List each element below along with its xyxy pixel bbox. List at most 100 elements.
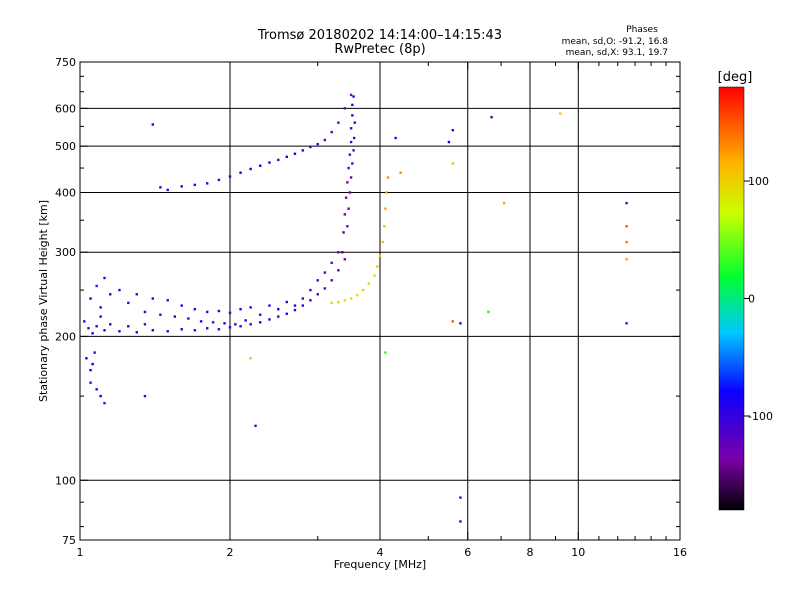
echo-point bbox=[384, 207, 387, 210]
colorbar-ticks: 100 0 -100 bbox=[744, 175, 773, 423]
echo-point bbox=[193, 307, 197, 311]
echo-point bbox=[343, 213, 347, 216]
x-tick-label: 2 bbox=[227, 546, 234, 559]
echo-point bbox=[459, 520, 462, 523]
echo-point bbox=[346, 181, 349, 184]
y-tick-label: 500 bbox=[55, 140, 76, 153]
x-tick-label: 8 bbox=[527, 546, 534, 559]
echo-point bbox=[277, 158, 280, 162]
echo-point bbox=[349, 93, 353, 97]
echo-point bbox=[127, 325, 130, 328]
echo-point bbox=[343, 107, 347, 110]
echo-point bbox=[352, 95, 355, 98]
echo-point bbox=[293, 152, 297, 155]
echo-point bbox=[347, 207, 350, 210]
echo-point bbox=[367, 282, 371, 285]
echo-point bbox=[91, 362, 94, 366]
y-tick-label: 100 bbox=[55, 474, 76, 487]
colorbar-label: [deg] bbox=[718, 70, 753, 85]
echo-point bbox=[285, 312, 288, 315]
colorbar bbox=[718, 86, 745, 511]
echo-point bbox=[217, 309, 221, 313]
echo-point bbox=[625, 225, 628, 228]
echo-point bbox=[349, 176, 353, 179]
echo-point bbox=[337, 300, 340, 304]
echo-point bbox=[625, 322, 628, 325]
echo-point bbox=[323, 287, 327, 290]
x-tick-label: 4 bbox=[377, 546, 384, 559]
x-tick-label: 16 bbox=[673, 546, 687, 559]
echo-point bbox=[451, 128, 455, 132]
echo-point bbox=[361, 288, 365, 292]
echo-point bbox=[309, 288, 312, 292]
echo-point bbox=[249, 306, 252, 309]
echo-point bbox=[348, 153, 352, 156]
echo-point bbox=[349, 140, 353, 144]
echo-point bbox=[559, 112, 562, 115]
echo-point bbox=[347, 166, 350, 170]
echo-point bbox=[193, 329, 197, 332]
echo-point bbox=[85, 357, 88, 360]
echo-point bbox=[127, 301, 130, 305]
echo-point bbox=[353, 121, 356, 124]
echo-point bbox=[205, 310, 209, 314]
echo-point bbox=[259, 313, 262, 316]
echo-point bbox=[109, 323, 112, 326]
echo-point bbox=[217, 178, 221, 182]
echo-point bbox=[249, 357, 252, 360]
echo-point bbox=[87, 327, 90, 330]
echo-point bbox=[351, 162, 354, 165]
echo-point bbox=[180, 304, 183, 307]
echo-point bbox=[217, 328, 221, 331]
echo-point bbox=[99, 306, 102, 309]
y-tick-label: 600 bbox=[55, 102, 76, 115]
echo-point bbox=[316, 142, 319, 146]
echo-point bbox=[378, 254, 382, 257]
echo-point bbox=[249, 323, 252, 326]
echo-point bbox=[239, 171, 242, 174]
echo-point bbox=[386, 176, 390, 179]
echo-point bbox=[383, 225, 386, 228]
x-tick-label: 6 bbox=[464, 546, 471, 559]
echo-point bbox=[351, 103, 354, 107]
echo-point bbox=[277, 307, 280, 311]
phases-line-x: mean, sd,X: 93.1, 19.7 bbox=[566, 48, 668, 58]
echo-point bbox=[244, 319, 247, 322]
echo-point bbox=[193, 183, 197, 187]
colorbar-tick-label: 0 bbox=[748, 293, 755, 306]
echo-point bbox=[95, 284, 98, 288]
echo-point bbox=[103, 329, 106, 332]
echo-point bbox=[239, 325, 242, 328]
echo-point bbox=[330, 301, 333, 305]
echo-point bbox=[135, 331, 138, 334]
echo-point bbox=[351, 114, 354, 117]
echo-point bbox=[103, 401, 106, 405]
echo-point bbox=[109, 293, 112, 296]
echo-point bbox=[254, 424, 257, 428]
y-axis-label: Stationary phase Virtual Height [km] bbox=[37, 200, 50, 402]
echo-point bbox=[151, 329, 155, 332]
echo-point bbox=[99, 315, 102, 318]
chart-title: Tromsø 20180202 14:14:00–14:15:43 bbox=[257, 28, 502, 43]
echo-point bbox=[143, 394, 147, 398]
echo-point bbox=[348, 191, 352, 194]
echo-point bbox=[349, 127, 353, 130]
echo-point bbox=[323, 138, 327, 142]
echo-point bbox=[447, 140, 451, 144]
echo-point bbox=[151, 123, 155, 126]
echo-point bbox=[135, 293, 138, 296]
echo-point bbox=[259, 164, 262, 167]
echo-point bbox=[89, 381, 92, 384]
echo-point bbox=[118, 330, 121, 333]
echo-point bbox=[268, 161, 271, 164]
echo-point bbox=[89, 368, 92, 372]
echo-point bbox=[337, 121, 340, 124]
echo-point bbox=[99, 394, 102, 398]
echo-point bbox=[211, 321, 215, 324]
echo-point bbox=[228, 326, 232, 329]
echo-point bbox=[180, 185, 183, 188]
chart-subtitle: RwPretec (8p) bbox=[334, 42, 425, 57]
echo-point bbox=[228, 311, 232, 315]
echo-point bbox=[234, 323, 237, 326]
